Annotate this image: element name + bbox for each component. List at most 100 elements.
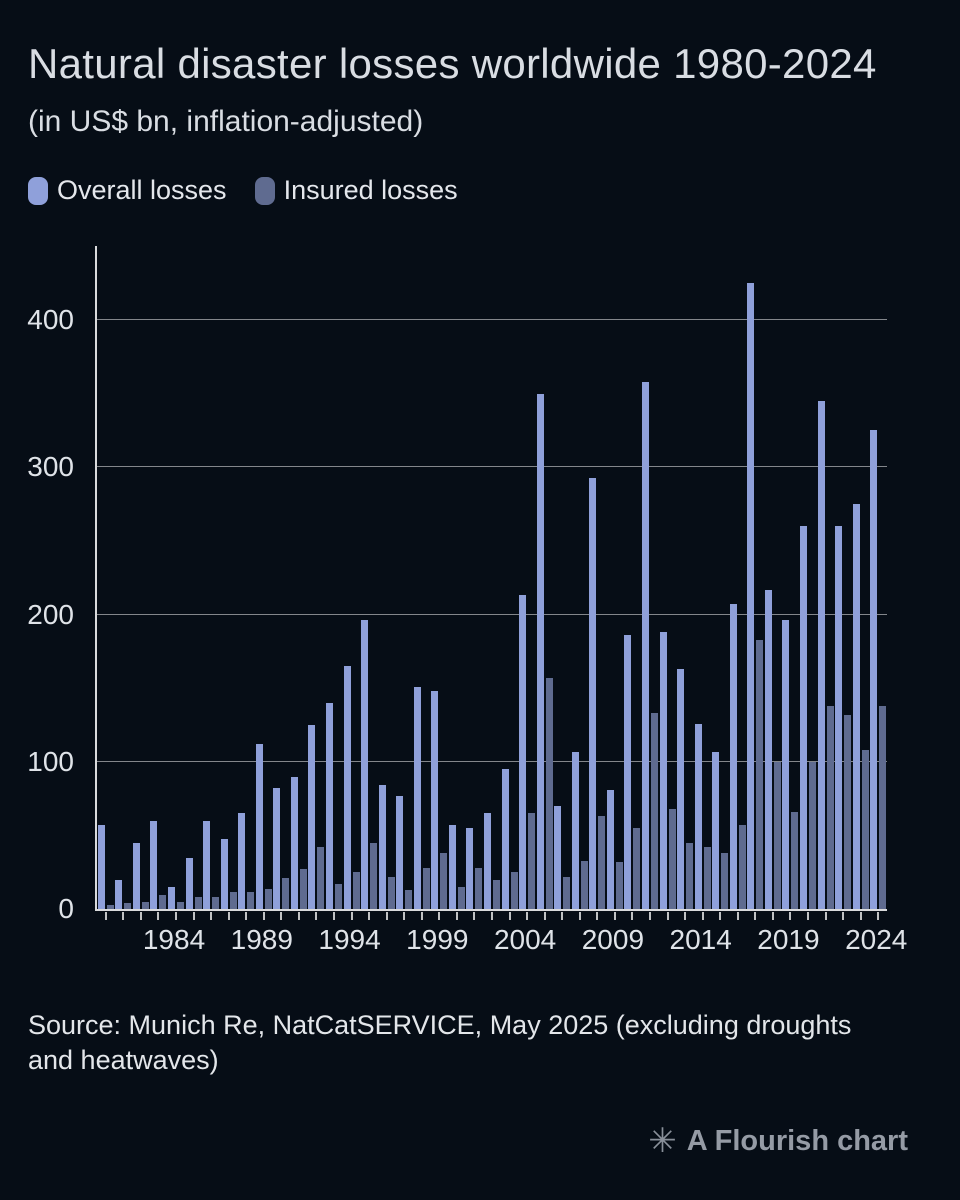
- bar-1990-overall-losses[interactable]: [273, 788, 281, 910]
- bar-2017-insured-losses[interactable]: [756, 639, 764, 910]
- bar-2004-overall-losses[interactable]: [519, 595, 527, 910]
- bar-group-2016[interactable]: [729, 246, 747, 910]
- bar-group-2002[interactable]: [483, 246, 501, 910]
- bar-2002-overall-losses[interactable]: [483, 813, 491, 910]
- bar-group-2020[interactable]: [799, 246, 817, 910]
- bar-2011-overall-losses[interactable]: [641, 381, 649, 910]
- bar-2005-overall-losses[interactable]: [536, 393, 544, 910]
- bar-group-1997[interactable]: [395, 246, 413, 910]
- bar-2014-insured-losses[interactable]: [703, 847, 711, 910]
- bar-2008-overall-losses[interactable]: [589, 477, 597, 910]
- bar-1980-overall-losses[interactable]: [97, 825, 105, 910]
- bar-1986-insured-losses[interactable]: [212, 897, 220, 910]
- bar-2018-insured-losses[interactable]: [773, 761, 781, 910]
- bar-2008-insured-losses[interactable]: [598, 816, 606, 910]
- bar-2021-overall-losses[interactable]: [817, 400, 825, 910]
- bar-1999-overall-losses[interactable]: [431, 691, 439, 910]
- bar-1994-insured-losses[interactable]: [352, 872, 360, 910]
- bar-2015-insured-losses[interactable]: [721, 853, 729, 910]
- bar-group-2022[interactable]: [834, 246, 852, 910]
- bar-1988-insured-losses[interactable]: [247, 891, 255, 910]
- bar-1999-insured-losses[interactable]: [440, 853, 448, 910]
- bar-group-2000[interactable]: [448, 246, 466, 910]
- bar-1983-insured-losses[interactable]: [159, 894, 167, 910]
- flourish-credit[interactable]: ✳ A Flourish chart: [648, 1124, 908, 1158]
- bar-2003-overall-losses[interactable]: [501, 769, 509, 910]
- bar-group-2014[interactable]: [694, 246, 712, 910]
- bar-group-1993[interactable]: [325, 246, 343, 910]
- bar-2012-overall-losses[interactable]: [659, 632, 667, 910]
- bar-1990-insured-losses[interactable]: [282, 878, 290, 910]
- bar-2019-insured-losses[interactable]: [791, 812, 799, 910]
- bar-group-2006[interactable]: [553, 246, 571, 910]
- bar-2023-insured-losses[interactable]: [861, 750, 869, 910]
- bar-2000-insured-losses[interactable]: [457, 887, 465, 910]
- bar-2011-insured-losses[interactable]: [650, 713, 658, 910]
- bar-group-2005[interactable]: [536, 246, 554, 910]
- bar-group-1983[interactable]: [150, 246, 168, 910]
- bar-group-2012[interactable]: [659, 246, 677, 910]
- bar-group-1987[interactable]: [220, 246, 238, 910]
- bar-1980-insured-losses[interactable]: [106, 904, 114, 910]
- bar-2024-overall-losses[interactable]: [870, 430, 878, 910]
- bar-2007-insured-losses[interactable]: [580, 860, 588, 910]
- bar-1994-overall-losses[interactable]: [343, 666, 351, 910]
- bar-2017-overall-losses[interactable]: [747, 283, 755, 910]
- bar-2005-insured-losses[interactable]: [545, 677, 553, 910]
- bar-group-2004[interactable]: [518, 246, 536, 910]
- bar-group-1980[interactable]: [97, 246, 115, 910]
- bar-group-1998[interactable]: [413, 246, 431, 910]
- bar-1982-overall-losses[interactable]: [132, 842, 140, 910]
- bar-1993-overall-losses[interactable]: [325, 702, 333, 910]
- bar-2001-overall-losses[interactable]: [466, 828, 474, 910]
- bar-1985-insured-losses[interactable]: [194, 897, 202, 910]
- bar-group-2003[interactable]: [501, 246, 519, 910]
- bar-group-1994[interactable]: [343, 246, 361, 910]
- bar-2019-overall-losses[interactable]: [782, 620, 790, 910]
- bar-group-1982[interactable]: [132, 246, 150, 910]
- bar-2010-insured-losses[interactable]: [633, 828, 641, 910]
- bar-2016-overall-losses[interactable]: [729, 604, 737, 910]
- bar-group-1995[interactable]: [360, 246, 378, 910]
- bar-1995-overall-losses[interactable]: [361, 620, 369, 910]
- bar-2020-insured-losses[interactable]: [808, 761, 816, 910]
- legend-item-insured-losses[interactable]: Insured losses: [254, 175, 458, 206]
- bar-group-1990[interactable]: [273, 246, 291, 910]
- bar-group-2024[interactable]: [869, 246, 887, 910]
- bar-2003-insured-losses[interactable]: [510, 872, 518, 910]
- bar-1986-overall-losses[interactable]: [203, 820, 211, 910]
- bar-2012-insured-losses[interactable]: [668, 809, 676, 910]
- bar-2015-overall-losses[interactable]: [712, 751, 720, 910]
- bar-1989-overall-losses[interactable]: [255, 744, 263, 910]
- bar-1988-overall-losses[interactable]: [238, 813, 246, 910]
- bar-1998-overall-losses[interactable]: [413, 686, 421, 910]
- bar-group-2009[interactable]: [606, 246, 624, 910]
- bar-group-2010[interactable]: [624, 246, 642, 910]
- bar-1985-overall-losses[interactable]: [185, 857, 193, 910]
- bar-1984-insured-losses[interactable]: [176, 901, 184, 910]
- bar-2016-insured-losses[interactable]: [738, 825, 746, 910]
- bar-2009-overall-losses[interactable]: [606, 789, 614, 910]
- bar-2024-insured-losses[interactable]: [879, 705, 887, 910]
- bar-group-2023[interactable]: [852, 246, 870, 910]
- bar-2013-insured-losses[interactable]: [686, 842, 694, 910]
- bar-group-1981[interactable]: [115, 246, 133, 910]
- bar-2013-overall-losses[interactable]: [677, 669, 685, 910]
- bar-group-2021[interactable]: [817, 246, 835, 910]
- bar-group-2013[interactable]: [676, 246, 694, 910]
- bar-2022-overall-losses[interactable]: [835, 526, 843, 910]
- bar-1984-overall-losses[interactable]: [167, 887, 175, 910]
- bar-1983-overall-losses[interactable]: [150, 820, 158, 910]
- bar-1995-insured-losses[interactable]: [370, 842, 378, 910]
- bar-2004-insured-losses[interactable]: [528, 813, 536, 910]
- bar-2010-overall-losses[interactable]: [624, 635, 632, 910]
- bar-1997-insured-losses[interactable]: [405, 890, 413, 910]
- bar-1989-insured-losses[interactable]: [264, 888, 272, 910]
- bar-1996-overall-losses[interactable]: [378, 785, 386, 910]
- bar-group-1992[interactable]: [308, 246, 326, 910]
- bar-group-2017[interactable]: [747, 246, 765, 910]
- bar-group-1989[interactable]: [255, 246, 273, 910]
- bar-group-1999[interactable]: [431, 246, 449, 910]
- bar-group-1988[interactable]: [237, 246, 255, 910]
- bar-1991-overall-losses[interactable]: [290, 776, 298, 910]
